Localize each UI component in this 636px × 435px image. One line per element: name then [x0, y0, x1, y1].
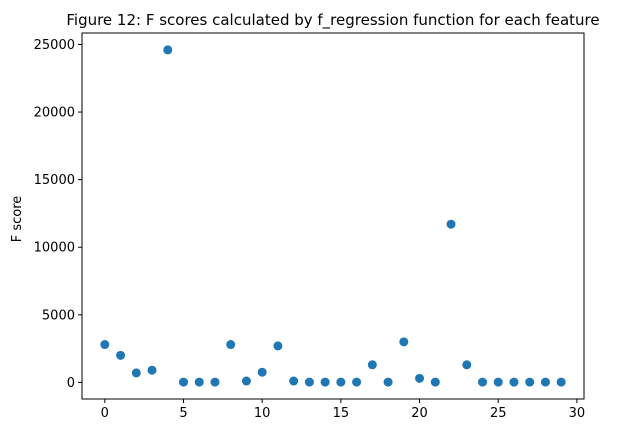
x-axis: 0 5 10 15 20 25 30: [101, 399, 586, 421]
y-tick-label: 15000: [34, 173, 75, 188]
y-axis: 0 5000 10000 15000 20000 25000: [34, 38, 82, 391]
data-point: [540, 377, 550, 387]
data-point: [241, 376, 251, 386]
x-tick-label: 10: [254, 406, 271, 421]
data-point: [493, 377, 503, 387]
data-point: [210, 377, 220, 387]
data-point: [194, 377, 204, 387]
data-point: [509, 377, 519, 387]
data-point: [320, 377, 330, 387]
data-point: [304, 377, 314, 387]
x-tick-label: 25: [490, 406, 507, 421]
data-point: [399, 337, 409, 347]
data-point: [430, 377, 440, 387]
data-point: [383, 377, 393, 387]
data-point: [462, 360, 472, 370]
data-point: [336, 377, 346, 387]
data-point: [415, 373, 425, 383]
data-point: [116, 350, 126, 360]
data-point: [289, 376, 299, 386]
chart-title: Figure 12: F scores calculated by f_regr…: [66, 11, 599, 30]
data-point: [226, 340, 236, 350]
data-point: [257, 367, 267, 377]
y-axis-label: F score: [10, 196, 25, 243]
x-tick-label: 30: [569, 406, 586, 421]
data-point: [367, 360, 377, 370]
y-tick-label: 0: [67, 376, 75, 391]
y-tick-label: 25000: [34, 38, 75, 53]
y-tick-label: 5000: [42, 308, 75, 323]
data-point: [147, 365, 157, 375]
data-point: [131, 368, 141, 378]
x-tick-label: 0: [101, 406, 109, 421]
data-point: [179, 377, 189, 387]
plot-area: [81, 32, 585, 400]
data-point: [477, 377, 487, 387]
x-tick-label: 15: [333, 406, 350, 421]
data-point: [100, 340, 110, 350]
data-point: [273, 341, 283, 351]
data-point: [556, 377, 566, 387]
data-point: [446, 219, 456, 229]
data-points: [100, 45, 566, 387]
x-tick-label: 5: [179, 406, 187, 421]
x-tick-label: 20: [411, 406, 428, 421]
y-tick-label: 10000: [34, 241, 75, 256]
data-point: [352, 377, 362, 387]
y-tick-label: 20000: [34, 106, 75, 121]
data-point: [163, 45, 173, 55]
data-point: [525, 377, 535, 387]
